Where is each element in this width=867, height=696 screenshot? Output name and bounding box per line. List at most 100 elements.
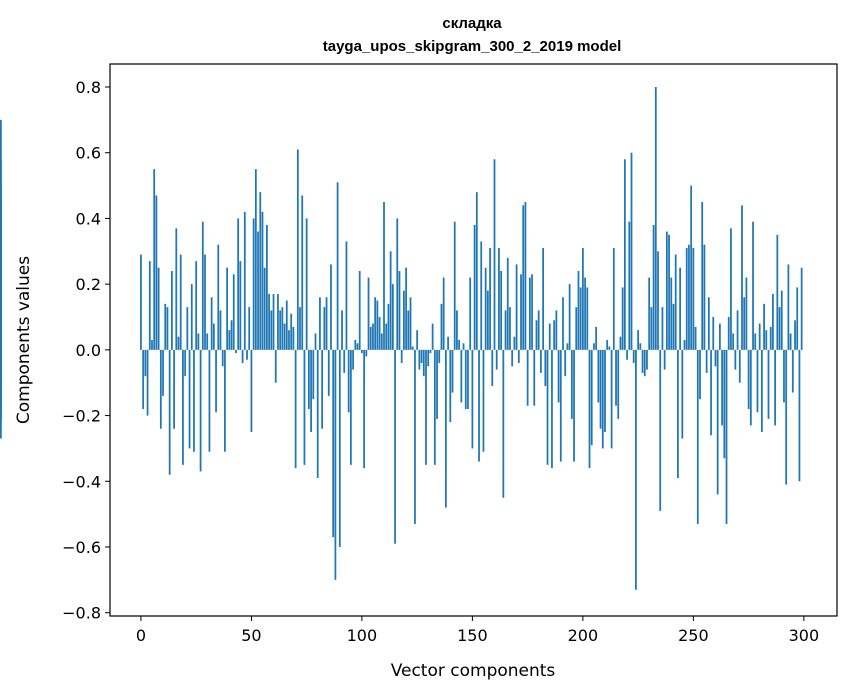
x-tick-label: 200 — [568, 626, 599, 645]
bar — [217, 244, 220, 350]
bar — [703, 244, 706, 350]
bar — [615, 349, 617, 406]
bar — [162, 349, 164, 396]
bar — [140, 254, 142, 350]
bar — [668, 234, 670, 350]
bar — [559, 349, 562, 462]
bar — [469, 277, 472, 350]
bar — [619, 336, 622, 350]
bar — [688, 244, 690, 350]
bar — [546, 349, 549, 465]
bar — [369, 326, 372, 350]
bar — [590, 349, 593, 446]
bar — [144, 349, 147, 377]
bar — [173, 349, 175, 429]
y-tick-label: 0.4 — [76, 209, 101, 228]
bar — [683, 340, 686, 350]
bar — [146, 349, 149, 416]
bar — [316, 349, 319, 478]
bar — [349, 349, 352, 465]
bar — [383, 202, 385, 350]
y-axis-ticks: −0.8 −0.6 −0.4 −0.2 0.0 0.2 0.4 0.6 0.8 — [62, 78, 110, 623]
bar — [237, 218, 240, 350]
bar — [427, 349, 430, 367]
bar — [599, 349, 602, 429]
bar — [725, 349, 728, 524]
bar — [504, 310, 507, 350]
bar — [769, 326, 772, 350]
bar — [699, 349, 701, 400]
bar — [164, 303, 167, 350]
bar — [190, 284, 193, 350]
bar — [394, 349, 396, 544]
bar — [301, 195, 304, 350]
bar — [789, 333, 792, 350]
bar — [179, 254, 182, 350]
bar — [248, 307, 251, 350]
bar — [723, 349, 726, 459]
y-tick-label: 0.8 — [76, 78, 101, 97]
bar — [277, 294, 279, 350]
bar — [345, 241, 348, 350]
bar — [542, 248, 544, 350]
bar — [637, 330, 640, 350]
bar — [182, 349, 184, 465]
bar — [800, 267, 803, 350]
bar — [566, 343, 569, 350]
bar — [261, 211, 264, 350]
bar — [648, 277, 651, 350]
bar — [157, 267, 160, 350]
bar — [367, 277, 370, 350]
bar — [387, 303, 390, 350]
bar — [195, 261, 198, 350]
x-tick-label: 300 — [789, 626, 820, 645]
bar — [595, 326, 598, 350]
bar — [548, 323, 551, 350]
bar — [749, 349, 752, 426]
bar — [407, 310, 410, 350]
bar — [184, 349, 187, 377]
bar — [575, 307, 578, 350]
bar — [646, 349, 648, 370]
x-axis-ticks: 0 50 100 150 200 250 300 — [136, 616, 819, 645]
bar — [204, 254, 206, 350]
bar — [283, 323, 286, 350]
bar — [449, 349, 452, 423]
bar — [467, 349, 469, 409]
bar — [586, 287, 589, 350]
bar — [714, 349, 717, 367]
bar — [464, 349, 467, 409]
bar — [259, 192, 262, 350]
bar — [650, 307, 653, 350]
bar — [400, 349, 403, 363]
bar — [206, 333, 209, 350]
bar — [741, 205, 743, 350]
x-tick-label: 150 — [457, 626, 488, 645]
bar — [531, 274, 533, 350]
bar — [710, 349, 712, 436]
bar — [626, 349, 628, 360]
bar — [621, 287, 624, 350]
bar — [327, 349, 330, 396]
bar — [268, 294, 270, 350]
bar — [495, 349, 498, 370]
bar — [489, 248, 491, 350]
bar — [778, 307, 781, 350]
bar — [235, 349, 237, 354]
bar — [727, 317, 730, 350]
bar — [752, 221, 754, 350]
bar — [500, 271, 503, 350]
bar — [376, 300, 379, 350]
bar — [343, 349, 346, 373]
bar — [734, 349, 737, 370]
bar — [228, 330, 231, 350]
bar — [772, 294, 774, 350]
bar — [458, 340, 461, 350]
bar — [365, 349, 368, 357]
y-tick-label: −0.4 — [62, 472, 101, 491]
bar — [361, 349, 363, 354]
bar — [305, 218, 308, 350]
bar — [0, 185, 2, 350]
bar — [535, 320, 538, 350]
y-axis-label: Components values — [14, 256, 34, 424]
